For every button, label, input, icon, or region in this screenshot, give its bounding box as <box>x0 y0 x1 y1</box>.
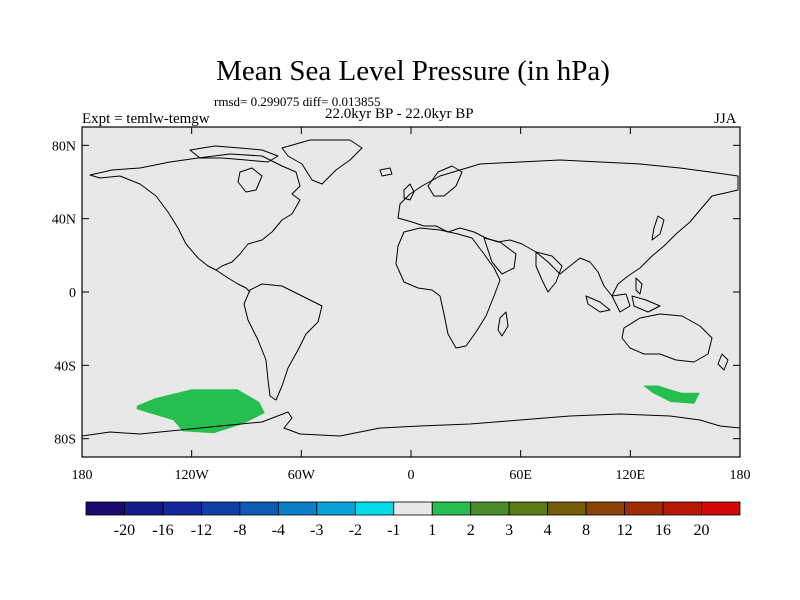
lat-tick-label: 0 <box>69 286 76 301</box>
lon-tick-label: 0 <box>408 468 415 483</box>
colorbar-swatch <box>85 501 125 516</box>
lat-tick-label: 80S <box>54 433 76 448</box>
colorbar-label: 3 <box>505 522 513 539</box>
coast-south-america <box>243 283 323 401</box>
coast-greenland <box>281 139 363 185</box>
colorbar-label: -16 <box>152 522 173 539</box>
colorbar-swatch <box>547 501 587 516</box>
colorbar-swatch <box>431 501 472 516</box>
colorbar-label: 16 <box>655 522 671 539</box>
colorbar-swatch <box>508 501 549 516</box>
coast-north-america <box>89 153 301 271</box>
colorbar-label: -8 <box>233 522 246 539</box>
colorbar-swatch <box>162 501 202 516</box>
lon-tick-label: 60E <box>509 468 532 483</box>
colorbar <box>85 501 741 516</box>
lon-tick-label: 120W <box>175 468 210 483</box>
colorbar-swatch <box>316 501 356 516</box>
anomaly-region-1 <box>136 389 265 434</box>
coast-australia <box>621 313 713 363</box>
colorbar-label: -1 <box>387 522 400 539</box>
plot-title: Mean Sea Level Pressure (in hPa) <box>216 55 610 87</box>
stats-line: rmsd= 0.299075 diff= 0.013855 <box>214 94 381 109</box>
lon-tick-label: 180 <box>72 468 93 483</box>
colorbar-swatch <box>393 501 433 516</box>
lon-tick-label: 180 <box>730 468 751 483</box>
coast-scandinavia <box>427 165 463 197</box>
coast-madagascar <box>497 311 509 337</box>
lat-tick-label: 80N <box>52 139 76 154</box>
coast-se-asia-islands <box>585 277 661 313</box>
colorbar-label: -2 <box>349 522 362 539</box>
colorbar-label: 8 <box>582 522 590 539</box>
colorbar-label: 12 <box>617 522 633 539</box>
axis-tick-labels: 80N 40N 0 40S 80S 180 120W 60W 0 60E 120E 180 <box>52 139 751 483</box>
colorbar-swatch <box>201 501 241 516</box>
coast-hudson-bay <box>237 167 263 193</box>
colorbar-swatch <box>239 501 279 516</box>
lon-tick-label: 120E <box>616 468 646 483</box>
anomaly-region-2 <box>643 385 700 404</box>
colorbar-swatch <box>624 501 664 516</box>
season-label: JJA <box>714 111 737 127</box>
colorbar-label: 1 <box>428 522 436 539</box>
colorbar-swatch <box>662 501 702 516</box>
axis-ticks <box>81 127 741 457</box>
coast-arctic-islands <box>189 145 279 163</box>
coast-iceland <box>379 167 393 177</box>
colorbar-swatch <box>124 501 164 516</box>
coast-british-isles <box>403 183 415 201</box>
anomaly-regions <box>136 385 700 434</box>
coastlines <box>81 139 741 437</box>
colorbar-label: 20 <box>694 522 710 539</box>
coast-new-zealand <box>717 353 729 371</box>
colorbar-swatch <box>470 501 510 516</box>
colorbar-label: -4 <box>272 522 285 539</box>
coast-antarctica <box>81 411 741 437</box>
colorbar-swatch <box>585 501 625 516</box>
experiment-label: Expt = temlw-temgw <box>82 111 210 127</box>
colorbar-label: -20 <box>114 522 135 539</box>
lat-tick-label: 40N <box>52 213 76 228</box>
coast-india <box>535 251 563 293</box>
colorbar-swatch <box>277 501 318 516</box>
colorbar-label: 4 <box>544 522 552 539</box>
coast-africa <box>395 227 501 349</box>
colorbar-label: -12 <box>191 522 212 539</box>
colorbar-labels: -20 -16 -12 -8 -4 -3 -2 -1 1 2 3 4 8 12 16 20 <box>114 522 710 539</box>
lon-tick-label: 60W <box>288 468 316 483</box>
coast-arabia <box>483 237 517 275</box>
coast-central-america <box>215 269 251 293</box>
coast-japan <box>651 215 665 241</box>
colorbar-label: 2 <box>467 522 475 539</box>
period-line: 22.0kyr BP - 22.0kyr BP <box>325 106 474 122</box>
colorbar-swatch <box>701 501 741 516</box>
colorbar-label: -3 <box>310 522 323 539</box>
colorbar-swatch <box>354 501 395 516</box>
lat-tick-label: 40S <box>54 359 76 374</box>
